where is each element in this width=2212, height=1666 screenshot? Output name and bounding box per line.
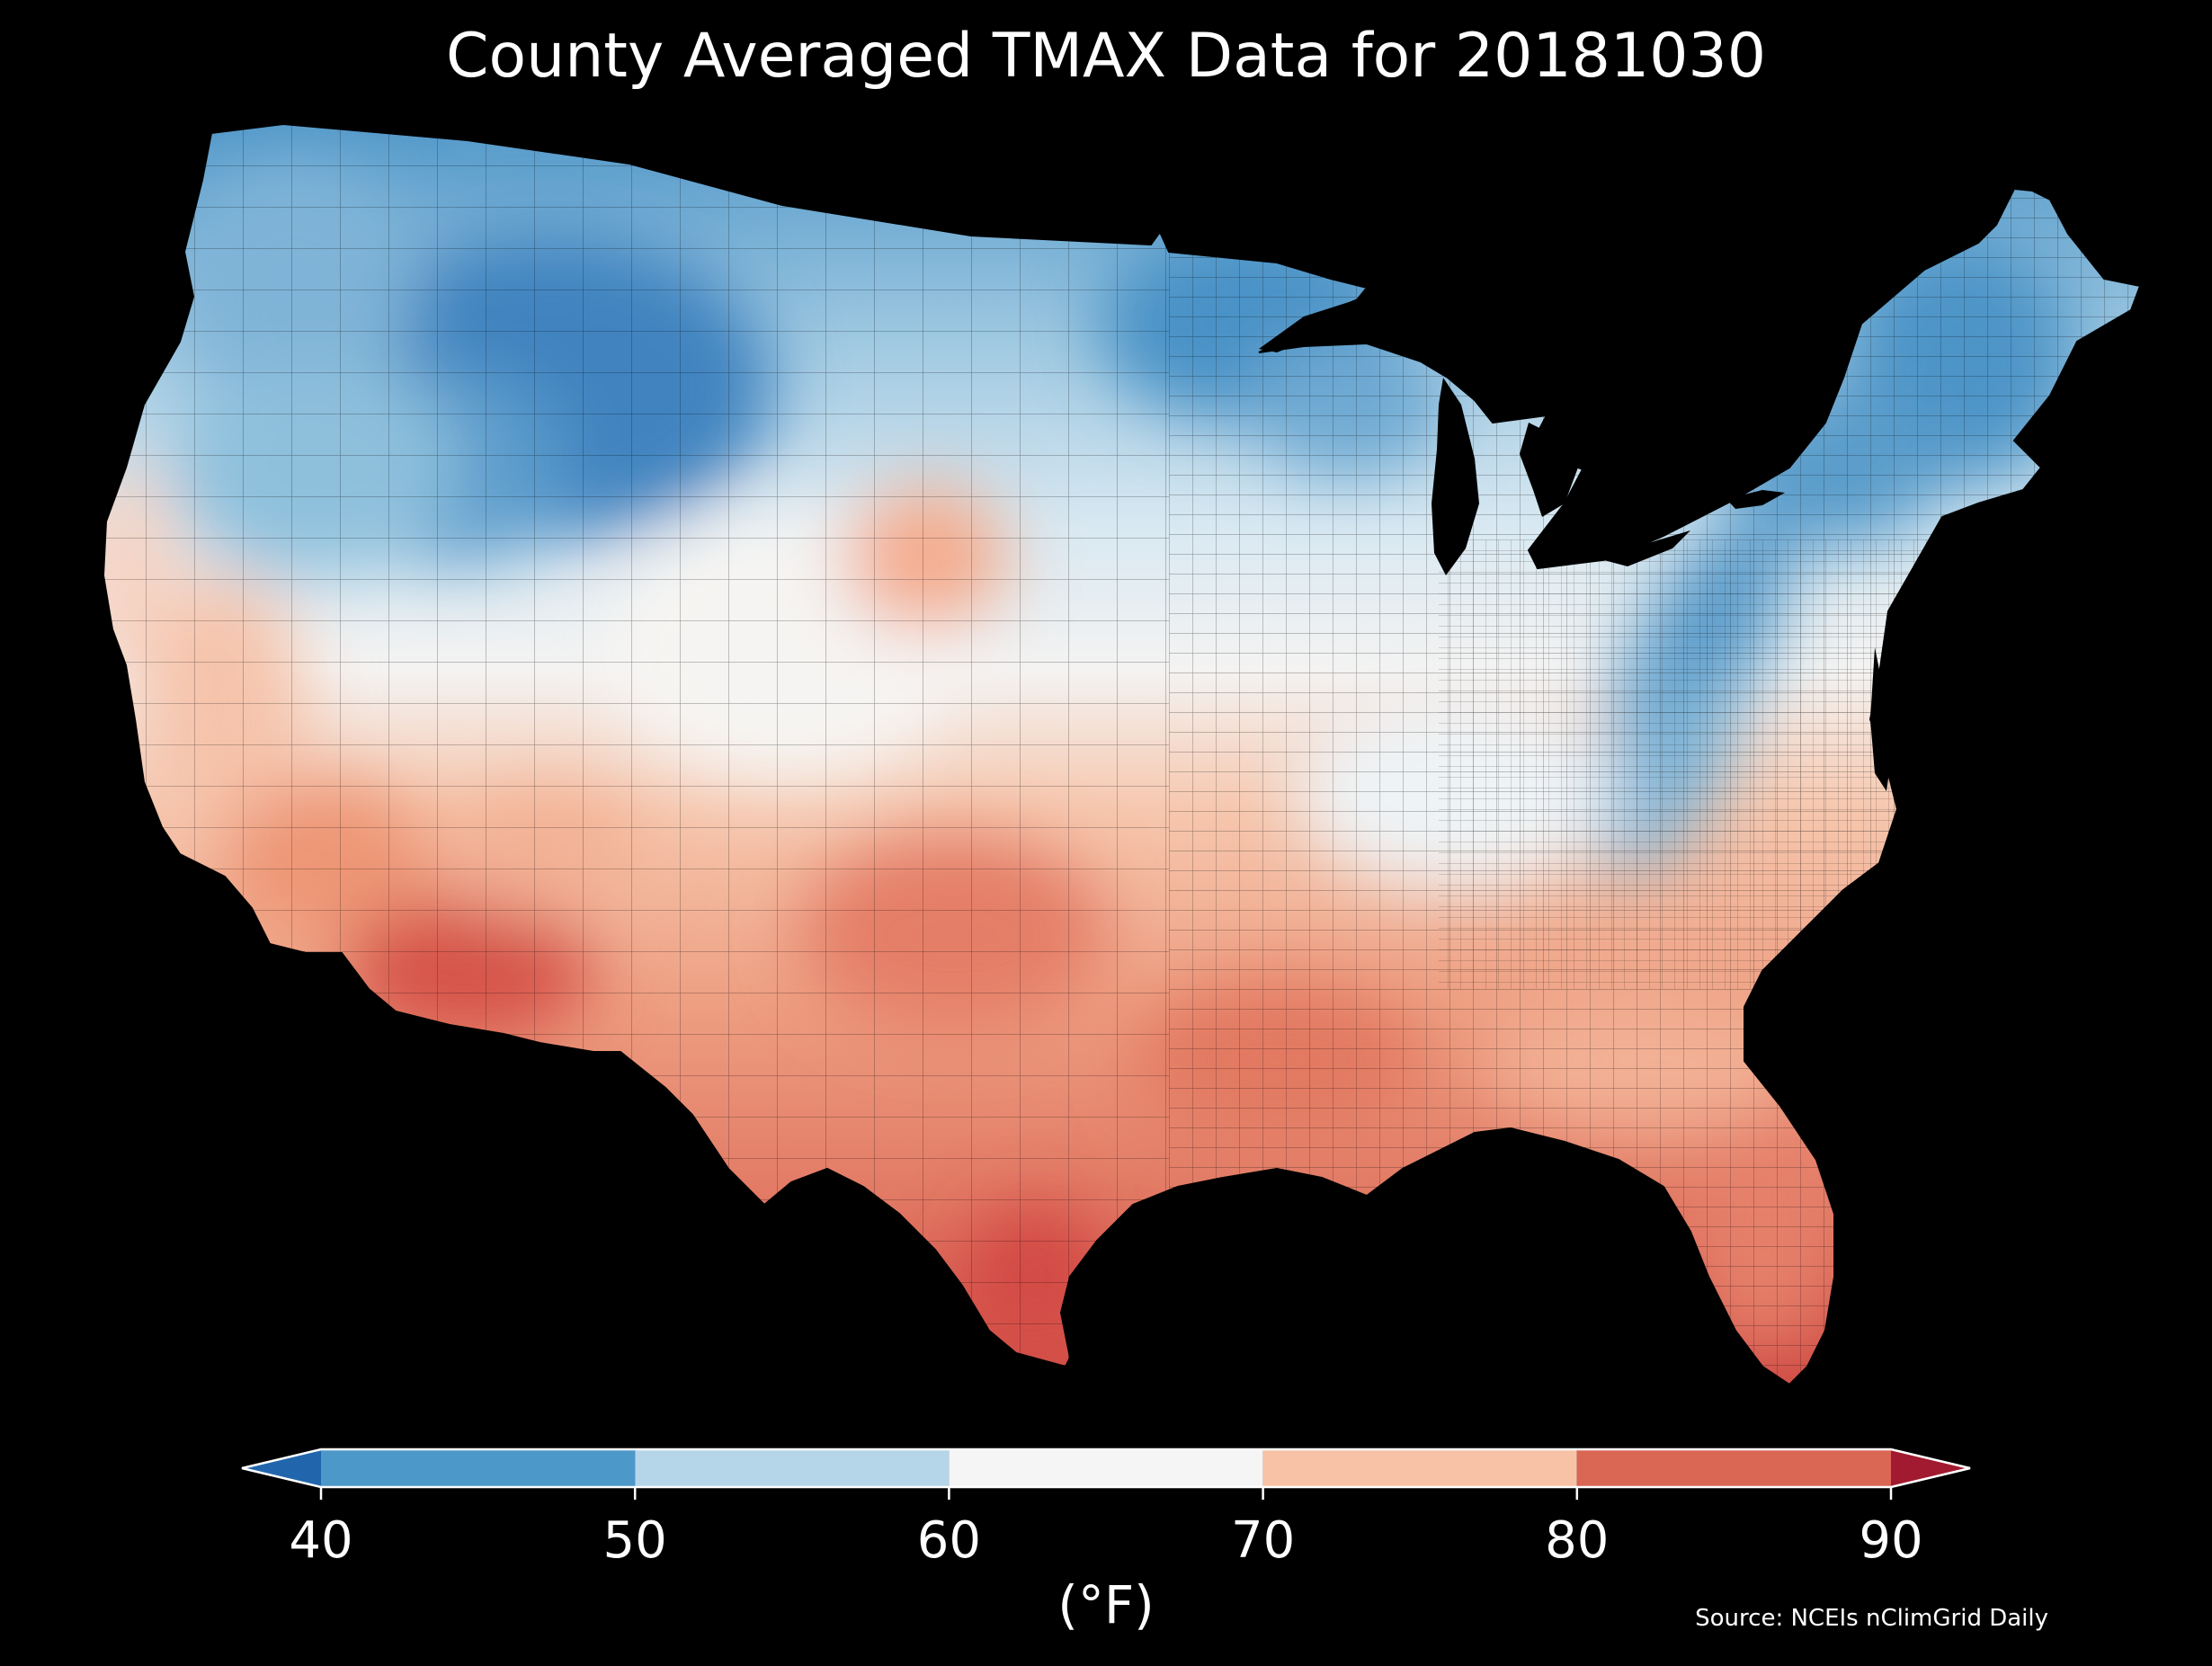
colorbar-tick-label: 70 (1230, 1511, 1296, 1570)
colorbar-tick-label: 50 (602, 1511, 667, 1570)
colorbar-bin-80-90 (1576, 1449, 1891, 1487)
colorbar (241, 1448, 1971, 1500)
colorbar-tick-label: 40 (289, 1511, 353, 1570)
colorbar-over-arrow (1891, 1449, 1970, 1487)
colorbar-bin-70-80 (1262, 1449, 1577, 1487)
colorbar-tick-label: 60 (916, 1511, 982, 1570)
map-title: County Averaged TMAX Data for 20181030 (446, 21, 1766, 92)
lake-michigan (1432, 378, 1479, 575)
colorbar-unit-label: (°F) (1057, 1574, 1155, 1635)
colorbar-tick-label: 80 (1545, 1511, 1610, 1570)
colorbar-bin-60-70 (949, 1449, 1263, 1487)
lake-ontario (1726, 490, 1785, 509)
chesapeake-bay (1870, 647, 1893, 791)
colorbar-under-arrow (242, 1449, 321, 1487)
lake-huron (1520, 423, 1578, 517)
source-credit: Source: NCEIs nClimGrid Daily (1695, 1605, 2048, 1632)
great-lakes (1259, 288, 1785, 575)
lake-superior (1259, 288, 1385, 352)
colorbar-bin-40-50 (321, 1449, 636, 1487)
conus-temperature-field (103, 124, 2140, 1385)
colorbar-tick-label: 90 (1859, 1511, 1923, 1570)
colorbar-bin-50-60 (635, 1449, 950, 1487)
lake-erie (1601, 530, 1690, 566)
